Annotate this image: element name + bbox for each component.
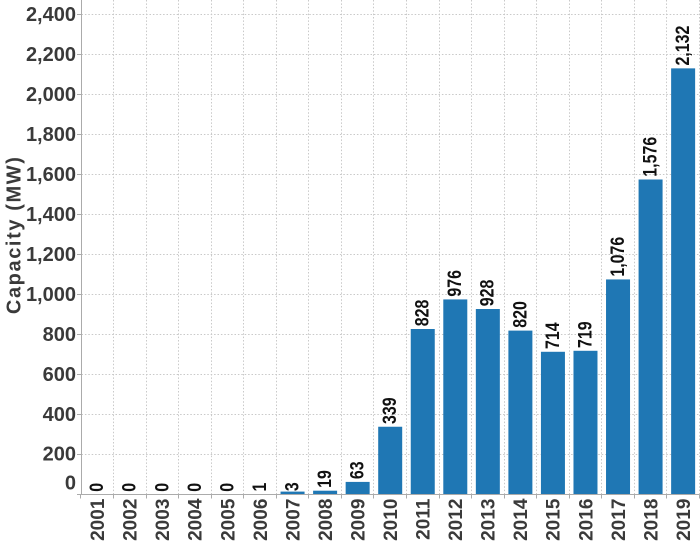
svg-text:2001: 2001 [88, 498, 109, 541]
svg-text:1,076: 1,076 [607, 236, 629, 276]
svg-text:0: 0 [86, 483, 108, 492]
svg-text:0: 0 [118, 483, 140, 492]
svg-text:1: 1 [249, 482, 271, 491]
svg-text:1,000: 1,000 [26, 284, 76, 306]
svg-text:800: 800 [43, 324, 76, 346]
svg-text:2008: 2008 [316, 499, 337, 541]
svg-text:2017: 2017 [609, 499, 630, 541]
svg-text:2010: 2010 [381, 499, 402, 541]
svg-text:2016: 2016 [576, 499, 597, 541]
svg-text:600: 600 [43, 364, 76, 386]
svg-text:2002: 2002 [121, 499, 142, 541]
svg-text:Capacity (MW): Capacity (MW) [4, 156, 26, 315]
svg-text:2007: 2007 [283, 499, 304, 541]
svg-text:2013: 2013 [479, 499, 500, 541]
svg-text:976: 976 [444, 270, 466, 297]
svg-text:2005: 2005 [218, 498, 239, 541]
svg-text:2011: 2011 [414, 498, 435, 540]
svg-text:3: 3 [281, 482, 303, 491]
svg-text:2006: 2006 [251, 499, 272, 541]
svg-text:2,132: 2,132 [672, 25, 694, 65]
svg-text:0: 0 [151, 483, 173, 492]
svg-text:200: 200 [43, 444, 76, 466]
svg-text:0: 0 [216, 483, 238, 492]
svg-text:19: 19 [314, 470, 336, 488]
svg-text:2003: 2003 [153, 499, 174, 541]
svg-text:2015: 2015 [544, 498, 565, 541]
svg-text:2012: 2012 [446, 499, 467, 541]
svg-text:1,600: 1,600 [26, 164, 76, 186]
svg-text:1,400: 1,400 [26, 204, 76, 226]
svg-text:2014: 2014 [511, 498, 532, 541]
svg-text:2018: 2018 [641, 499, 662, 541]
svg-text:828: 828 [411, 299, 433, 326]
svg-text:2009: 2009 [348, 499, 369, 541]
svg-text:0: 0 [183, 483, 205, 492]
svg-text:2,200: 2,200 [26, 44, 76, 66]
svg-text:928: 928 [476, 279, 498, 306]
svg-text:2,000: 2,000 [26, 84, 76, 106]
svg-text:1,200: 1,200 [26, 244, 76, 266]
svg-text:820: 820 [509, 301, 531, 328]
svg-text:1,800: 1,800 [26, 124, 76, 146]
svg-text:63: 63 [346, 461, 368, 479]
svg-text:2004: 2004 [186, 498, 207, 541]
svg-text:400: 400 [43, 404, 76, 426]
svg-text:0: 0 [65, 473, 76, 495]
svg-text:2019: 2019 [674, 499, 695, 541]
svg-text:714: 714 [542, 322, 564, 349]
svg-text:2,400: 2,400 [26, 4, 76, 26]
svg-text:719: 719 [574, 321, 596, 348]
svg-text:1,576: 1,576 [639, 137, 661, 177]
svg-text:339: 339 [379, 397, 401, 424]
